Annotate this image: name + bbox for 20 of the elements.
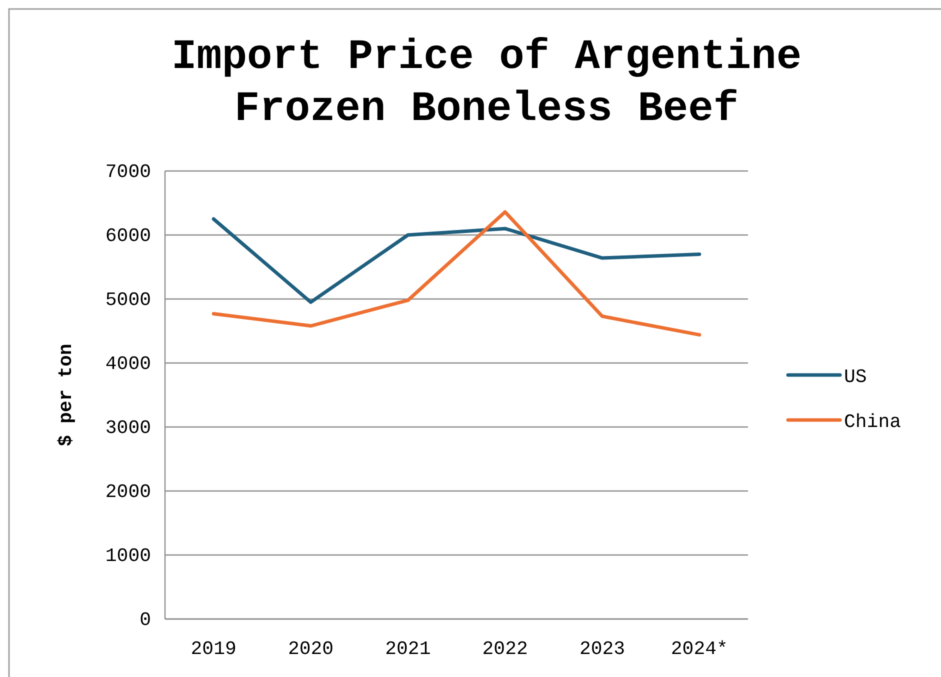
y-tick-label: 7000 [105,161,151,183]
y-tick-label: 5000 [105,289,151,311]
y-tick-label: 6000 [105,225,151,247]
y-axis-title: $ per ton [55,344,77,446]
y-tick-label: 1000 [105,545,151,567]
y-tick-label: 2000 [105,481,151,503]
chart-title: Import Price of Argentine Frozen Boneless Beef [171,33,802,133]
y-tick-label: 4000 [105,353,151,375]
legend-label: US [844,366,867,388]
x-tick-label: 2024* [670,638,728,660]
x-tick-label: 2023 [579,638,626,660]
x-tick-label: 2022 [482,638,528,660]
x-tick-label: 2021 [385,638,431,660]
line-series [212,210,702,337]
x-tick-label: 2020 [288,638,334,660]
line-series [212,217,702,304]
legend-label: China [844,411,902,433]
x-tick-label: 2019 [190,638,236,660]
y-tick-label: 0 [140,609,151,631]
y-tick-label: 3000 [105,417,151,439]
